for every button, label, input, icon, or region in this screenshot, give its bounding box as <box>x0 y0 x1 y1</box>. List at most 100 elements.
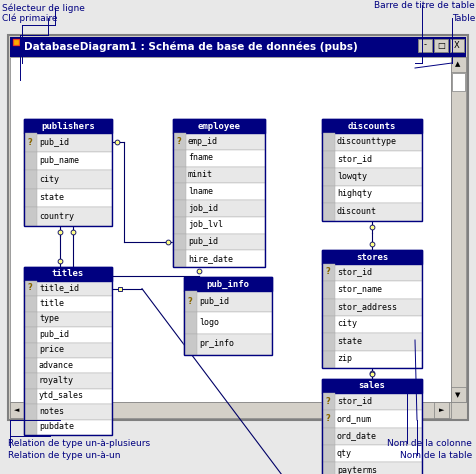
Text: lowqty: lowqty <box>336 172 366 181</box>
FancyBboxPatch shape <box>433 39 447 52</box>
Text: stor_address: stor_address <box>336 302 396 311</box>
Text: title: title <box>39 299 64 308</box>
Text: stor_id: stor_id <box>336 396 371 405</box>
FancyBboxPatch shape <box>321 445 334 462</box>
FancyBboxPatch shape <box>321 186 334 203</box>
FancyBboxPatch shape <box>24 281 112 296</box>
Text: city: city <box>336 319 356 328</box>
FancyBboxPatch shape <box>321 410 421 428</box>
Text: publishers: publishers <box>41 121 95 130</box>
Text: payterms: payterms <box>336 466 376 474</box>
FancyBboxPatch shape <box>24 152 112 170</box>
FancyBboxPatch shape <box>24 170 37 189</box>
FancyBboxPatch shape <box>184 334 197 355</box>
FancyBboxPatch shape <box>321 282 421 299</box>
FancyBboxPatch shape <box>14 40 19 45</box>
Text: logo: logo <box>198 318 218 327</box>
FancyBboxPatch shape <box>449 39 463 52</box>
FancyBboxPatch shape <box>24 389 37 404</box>
FancyBboxPatch shape <box>173 234 265 250</box>
FancyBboxPatch shape <box>321 264 421 282</box>
Text: stor_id: stor_id <box>336 267 371 276</box>
Text: ytd_sales: ytd_sales <box>39 392 84 401</box>
Text: ?: ? <box>325 396 330 405</box>
Text: titles: titles <box>52 270 84 279</box>
FancyBboxPatch shape <box>10 37 465 57</box>
FancyBboxPatch shape <box>24 133 112 152</box>
FancyBboxPatch shape <box>24 374 37 389</box>
FancyBboxPatch shape <box>321 351 421 368</box>
FancyBboxPatch shape <box>173 150 186 166</box>
Text: type: type <box>39 314 59 323</box>
Text: qty: qty <box>336 448 351 457</box>
Text: state: state <box>336 337 361 346</box>
Text: X: X <box>453 40 459 49</box>
FancyBboxPatch shape <box>321 316 421 333</box>
FancyBboxPatch shape <box>321 151 421 168</box>
FancyBboxPatch shape <box>173 200 186 217</box>
Text: price: price <box>39 345 64 354</box>
Text: Sélecteur de ligne: Sélecteur de ligne <box>2 3 85 13</box>
FancyBboxPatch shape <box>184 312 271 334</box>
Text: Nom de la colonne: Nom de la colonne <box>387 438 471 447</box>
FancyBboxPatch shape <box>321 351 334 368</box>
Text: title_id: title_id <box>39 283 79 292</box>
FancyBboxPatch shape <box>24 133 37 152</box>
FancyBboxPatch shape <box>173 166 186 183</box>
Text: fname: fname <box>188 153 213 162</box>
Text: ?: ? <box>28 283 32 292</box>
FancyBboxPatch shape <box>173 250 186 267</box>
Text: -: - <box>423 40 426 49</box>
FancyBboxPatch shape <box>321 119 421 133</box>
FancyBboxPatch shape <box>321 133 334 151</box>
FancyBboxPatch shape <box>173 183 186 200</box>
FancyBboxPatch shape <box>321 282 334 299</box>
FancyBboxPatch shape <box>173 250 265 267</box>
Text: country: country <box>39 212 74 221</box>
Text: Relation de type un-à-un: Relation de type un-à-un <box>8 450 120 459</box>
Text: pubdate: pubdate <box>39 422 74 431</box>
Text: hire_date: hire_date <box>188 254 232 263</box>
FancyBboxPatch shape <box>433 402 448 418</box>
FancyBboxPatch shape <box>8 35 467 420</box>
Text: ?: ? <box>176 137 181 146</box>
FancyBboxPatch shape <box>321 168 421 186</box>
FancyBboxPatch shape <box>24 327 112 343</box>
FancyBboxPatch shape <box>321 250 421 264</box>
FancyBboxPatch shape <box>173 133 186 150</box>
FancyBboxPatch shape <box>24 208 37 226</box>
FancyBboxPatch shape <box>321 333 334 351</box>
Text: discounts: discounts <box>347 121 396 130</box>
Text: pub_id: pub_id <box>188 237 218 246</box>
FancyBboxPatch shape <box>24 170 112 189</box>
Text: city: city <box>39 175 59 184</box>
Text: lname: lname <box>188 187 213 196</box>
FancyBboxPatch shape <box>24 419 37 435</box>
FancyBboxPatch shape <box>451 73 464 91</box>
FancyBboxPatch shape <box>10 402 450 418</box>
FancyBboxPatch shape <box>24 404 112 419</box>
FancyBboxPatch shape <box>321 203 334 221</box>
FancyBboxPatch shape <box>24 358 37 374</box>
Text: ?: ? <box>28 137 32 146</box>
Text: highqty: highqty <box>336 189 371 198</box>
FancyBboxPatch shape <box>450 57 465 402</box>
FancyBboxPatch shape <box>173 166 265 183</box>
Text: royalty: royalty <box>39 376 74 385</box>
FancyBboxPatch shape <box>173 150 265 166</box>
Text: ►: ► <box>438 407 444 413</box>
FancyBboxPatch shape <box>321 445 421 462</box>
FancyBboxPatch shape <box>321 299 421 316</box>
Text: ?: ? <box>187 297 192 306</box>
Text: DatabaseDiagram1 : Schéma de base de données (pubs): DatabaseDiagram1 : Schéma de base de don… <box>24 42 357 52</box>
FancyBboxPatch shape <box>24 327 37 343</box>
FancyBboxPatch shape <box>321 428 421 445</box>
Text: emp_id: emp_id <box>188 137 218 146</box>
FancyBboxPatch shape <box>321 462 421 474</box>
FancyBboxPatch shape <box>24 296 37 312</box>
FancyBboxPatch shape <box>173 183 265 200</box>
FancyBboxPatch shape <box>450 387 465 402</box>
FancyBboxPatch shape <box>24 404 37 419</box>
Text: notes: notes <box>39 407 64 416</box>
FancyBboxPatch shape <box>321 151 334 168</box>
